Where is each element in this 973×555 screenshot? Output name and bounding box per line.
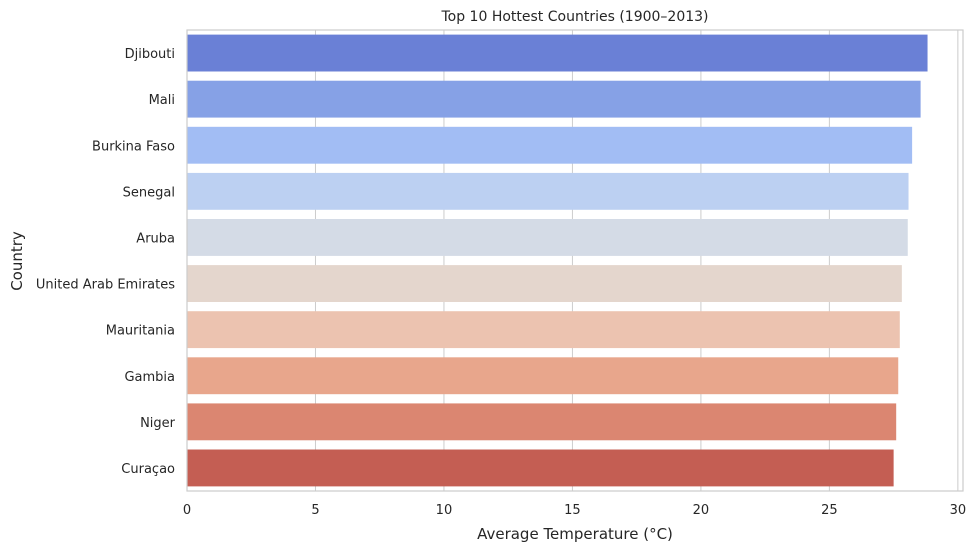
y-tick-labels: Djibouti Mali Burkina Faso Senegal Aruba Unit… bbox=[36, 47, 176, 477]
y-tick-label: Niger bbox=[140, 416, 176, 431]
bar bbox=[187, 80, 921, 118]
chart-title: Top 10 Hottest Countries (1900–2013) bbox=[440, 9, 708, 25]
bar bbox=[187, 219, 908, 256]
y-tick-label: Burkina Faso bbox=[92, 139, 175, 154]
bar bbox=[187, 403, 897, 441]
x-tick-label: 30 bbox=[950, 503, 967, 518]
y-tick-label: Aruba bbox=[136, 231, 175, 246]
bar bbox=[187, 449, 894, 487]
y-tick-label: Mauritania bbox=[106, 324, 175, 339]
x-tick-label: 15 bbox=[564, 503, 581, 518]
x-axis-label: Average Temperature (°C) bbox=[477, 525, 673, 543]
y-tick-label: Curaçao bbox=[121, 462, 175, 477]
x-tick-label: 20 bbox=[693, 503, 710, 518]
bar bbox=[187, 172, 909, 210]
y-axis-label: Country bbox=[8, 231, 26, 291]
bar bbox=[187, 357, 899, 395]
x-tick-label: 5 bbox=[311, 503, 319, 518]
y-tick-label: Senegal bbox=[123, 185, 175, 200]
y-tick-label: United Arab Emirates bbox=[36, 278, 175, 293]
x-tick-label: 10 bbox=[436, 503, 453, 518]
x-tick-labels: 0 5 10 15 20 25 30 bbox=[183, 503, 966, 518]
y-tick-label: Djibouti bbox=[125, 47, 175, 62]
bars bbox=[187, 34, 928, 487]
x-tick-label: 25 bbox=[821, 503, 838, 518]
bar bbox=[187, 311, 900, 349]
x-tick-label: 0 bbox=[183, 503, 191, 518]
plot-area-frame bbox=[186, 29, 964, 492]
bar bbox=[187, 126, 913, 164]
y-tick-label: Mali bbox=[149, 93, 175, 108]
y-tick-label: Gambia bbox=[124, 370, 175, 385]
bar bbox=[187, 34, 928, 72]
bar bbox=[187, 265, 902, 302]
